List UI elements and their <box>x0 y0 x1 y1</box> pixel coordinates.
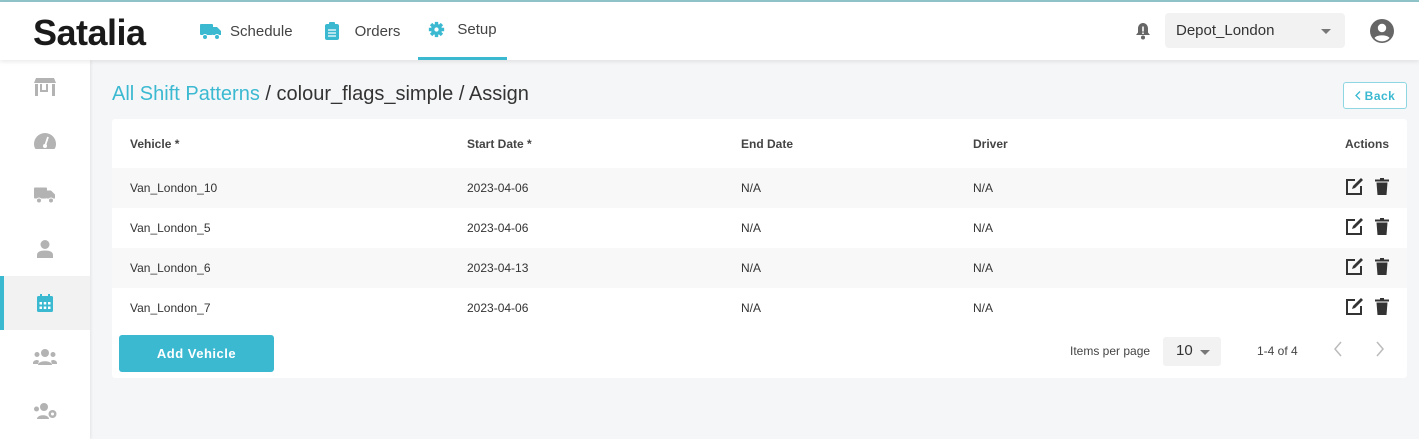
cell-driver: N/A <box>973 301 994 315</box>
cell-start-date: 2023-04-06 <box>467 181 529 195</box>
users-icon <box>33 349 57 365</box>
breadcrumb: All Shift Patterns / colour_flags_simple… <box>112 83 529 106</box>
col-driver: Driver <box>973 136 1008 151</box>
cell-driver: N/A <box>973 221 994 235</box>
nav-label: Schedule <box>230 22 293 40</box>
chevron-left-icon <box>1354 91 1361 100</box>
next-page-icon[interactable] <box>1375 341 1385 357</box>
dashboard-icon <box>34 133 56 149</box>
cell-end-date: N/A <box>741 221 762 235</box>
depot-value: Depot_London <box>1176 22 1275 39</box>
previous-page-icon[interactable] <box>1333 341 1343 357</box>
cell-vehicle: Van_London_5 <box>130 221 211 235</box>
page-title: Assign <box>468 83 529 105</box>
delete-icon[interactable] <box>1375 178 1389 198</box>
chevron-down-icon <box>1321 29 1331 34</box>
depot-select[interactable]: Depot_London <box>1165 13 1345 48</box>
table-row: Van_London_5 2023-04-06 N/A N/A <box>112 208 1407 248</box>
sidebar-item-drivers[interactable] <box>0 222 90 276</box>
assignments-table: Vehicle * Start Date * End Date Driver A… <box>112 119 1407 328</box>
cell-driver: N/A <box>973 181 994 195</box>
cell-end-date: N/A <box>741 301 762 315</box>
items-per-page-select[interactable]: 10 <box>1163 337 1221 366</box>
clipboard-icon <box>324 22 339 40</box>
col-vehicle: Vehicle * <box>130 136 180 151</box>
truck-icon <box>200 23 221 40</box>
cell-actions <box>1129 288 1407 328</box>
back-button[interactable]: Back <box>1343 82 1407 109</box>
table-row: Van_London_10 2023-04-06 N/A N/A <box>112 168 1407 208</box>
breadcrumb-separator: / <box>453 83 469 105</box>
top-accent-line <box>0 0 1419 2</box>
calendar-icon <box>37 294 53 312</box>
cell-driver: N/A <box>973 261 994 275</box>
main-nav: Schedule Orders Setup <box>190 2 515 60</box>
cell-start-date: 2023-04-06 <box>467 301 529 315</box>
top-bar: Satalia Schedule Orders Setup Depot_Lond… <box>0 2 1419 60</box>
cell-vehicle: Van_London_6 <box>130 261 211 275</box>
breadcrumb-all-shift-patterns[interactable]: All Shift Patterns <box>112 83 260 105</box>
chevron-down-icon <box>1200 350 1210 355</box>
breadcrumb-pattern: colour_flags_simple <box>276 83 454 105</box>
col-start-date: Start Date * <box>467 136 532 151</box>
table-row: Van_London_6 2023-04-13 N/A N/A <box>112 248 1407 288</box>
table-row: Van_London_7 2023-04-06 N/A N/A <box>112 288 1407 328</box>
cell-start-date: 2023-04-06 <box>467 221 529 235</box>
logo: Satalia <box>33 12 146 53</box>
users-gear-icon <box>34 403 57 419</box>
cell-end-date: N/A <box>741 181 762 195</box>
nav-setup[interactable]: Setup <box>418 2 507 60</box>
truck-icon <box>34 187 55 204</box>
breadcrumb-separator: / <box>259 83 277 105</box>
user-avatar-icon[interactable] <box>1370 19 1394 43</box>
col-end-date: End Date <box>741 136 794 151</box>
nav-schedule[interactable]: Schedule <box>190 2 303 60</box>
cell-actions <box>1129 168 1407 208</box>
back-label: Back <box>1364 88 1396 103</box>
nav-label: Setup <box>457 21 497 38</box>
sidebar-item-shift-patterns[interactable] <box>0 276 90 330</box>
delete-icon[interactable] <box>1375 258 1389 278</box>
edit-icon[interactable] <box>1345 257 1363 279</box>
table-header-row: Vehicle * Start Date * End Date Driver A… <box>112 119 1407 168</box>
store-icon <box>34 78 56 96</box>
cell-actions <box>1129 248 1407 288</box>
nav-orders[interactable]: Orders <box>315 2 411 60</box>
page-range: 1-4 of 4 <box>1257 344 1298 358</box>
cell-end-date: N/A <box>741 261 762 275</box>
sidebar-item-depots[interactable] <box>0 60 90 114</box>
cell-vehicle: Van_London_10 <box>130 181 218 195</box>
cell-vehicle: Van_London_7 <box>130 301 211 315</box>
assignments-card: Vehicle * Start Date * End Date Driver A… <box>112 119 1407 378</box>
user-icon <box>37 240 53 258</box>
add-vehicle-button[interactable]: Add Vehicle <box>119 335 274 372</box>
sidebar-item-vehicles[interactable] <box>0 168 90 222</box>
edit-icon[interactable] <box>1345 217 1363 239</box>
cell-start-date: 2023-04-13 <box>467 261 529 275</box>
sidebar <box>0 60 90 439</box>
edit-icon[interactable] <box>1345 177 1363 199</box>
items-per-page-value: 10 <box>1176 342 1193 359</box>
edit-icon[interactable] <box>1345 297 1363 319</box>
delete-icon[interactable] <box>1375 218 1389 238</box>
bell-icon[interactable] <box>1135 22 1151 40</box>
sidebar-item-teams[interactable] <box>0 330 90 384</box>
cell-actions <box>1129 208 1407 248</box>
gear-icon <box>429 21 445 38</box>
items-per-page-label: Items per page <box>1070 344 1151 358</box>
sidebar-item-team-settings[interactable] <box>0 384 90 438</box>
delete-icon[interactable] <box>1375 298 1389 318</box>
col-actions: Actions <box>1344 136 1389 151</box>
nav-label: Orders <box>354 22 401 40</box>
sidebar-item-dashboard[interactable] <box>0 114 90 168</box>
